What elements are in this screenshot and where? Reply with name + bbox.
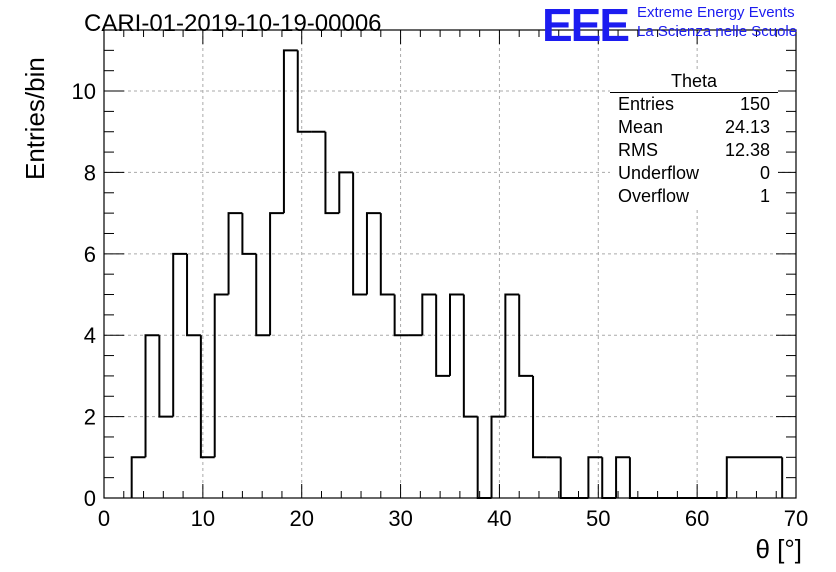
plot-title: CARI-01-2019-10-19-00006 — [84, 10, 382, 37]
x-tick-label: 50 — [586, 506, 610, 531]
histogram-bin — [490, 415, 506, 498]
stats-rows: Entries 150 Mean 24.13 RMS 12.38 Underflow 0 Ove… — [610, 93, 778, 208]
histogram-bin — [365, 212, 381, 295]
histogram-bin — [518, 294, 534, 377]
histogram-bin — [199, 335, 215, 459]
histogram-bin — [532, 375, 547, 459]
histogram-bin — [130, 456, 146, 498]
histogram-bin — [725, 456, 783, 498]
stats-row: Overflow 1 — [610, 185, 778, 208]
histogram-bin — [158, 335, 174, 418]
x-tick-label: 60 — [685, 506, 709, 531]
stats-value: 12.38 — [724, 140, 770, 160]
histogram-bin — [435, 294, 450, 377]
x-tick-label: 10 — [191, 506, 215, 531]
y-tick-label: 4 — [84, 323, 96, 348]
histogram-bin — [186, 253, 201, 337]
histogram-bin — [628, 457, 727, 499]
y-axis-label: Entries/bin — [20, 57, 50, 180]
histogram-bin — [324, 131, 340, 215]
stats-row: Underflow 0 — [610, 162, 778, 185]
histogram-bin — [172, 252, 188, 417]
histogram-bin — [379, 213, 395, 296]
y-tick-label: 8 — [84, 160, 96, 185]
stats-label: RMS — [618, 140, 658, 160]
histogram-bin — [269, 212, 284, 336]
x-tick-label: 0 — [98, 506, 110, 531]
histogram-bin — [144, 334, 160, 458]
x-tick-label: 20 — [289, 506, 313, 531]
stats-value: 150 — [739, 94, 770, 114]
stats-box: Theta Entries 150 Mean 24.13 RMS 12.38 Underfl… — [610, 70, 778, 208]
histogram-bin — [615, 456, 630, 498]
histogram-bin — [255, 253, 271, 337]
stats-row: Mean 24.13 — [610, 116, 778, 139]
stats-label: Overflow — [618, 186, 690, 206]
stats-label: Entries — [618, 94, 675, 114]
histogram-bin — [338, 171, 354, 214]
histogram-bin — [282, 49, 298, 214]
histogram-bin — [227, 212, 243, 295]
histogram-bin — [601, 457, 617, 499]
stats-label: Mean — [618, 117, 664, 137]
stats-label: Underflow — [618, 163, 700, 183]
histogram-bin — [393, 294, 409, 337]
stats-value: 0 — [759, 163, 770, 183]
histogram-bin — [296, 50, 312, 133]
x-axis-label: θ [°] — [755, 534, 802, 564]
histogram-bin — [241, 213, 257, 255]
histogram-bin — [504, 293, 520, 417]
y-tick-label: 0 — [84, 486, 96, 511]
x-tick-label: 40 — [487, 506, 511, 531]
logo-caption: Extreme Energy Events La Scienza nelle S… — [637, 3, 797, 41]
stats-value: 1 — [759, 186, 770, 206]
logo-caption-line2: La Scienza nelle Scuole — [637, 23, 798, 40]
stats-value: 24.13 — [724, 117, 770, 137]
stats-row: RMS 12.38 — [610, 139, 778, 162]
histogram-bin — [587, 456, 603, 498]
stats-row: Entries 150 — [610, 93, 778, 116]
x-tick-label: 70 — [784, 506, 808, 531]
y-tick-label: 2 — [84, 405, 96, 430]
histogram-bin — [462, 294, 478, 418]
histogram-bin — [449, 293, 464, 376]
histogram-bin — [213, 293, 229, 458]
histogram-bin — [421, 293, 437, 336]
stats-box-title: Theta — [610, 70, 778, 93]
y-tick-label: 6 — [84, 242, 96, 267]
y-tick-label: 10 — [72, 79, 96, 104]
plot-frame — [103, 29, 797, 499]
eee-logo: EEE — [542, 0, 630, 51]
x-tick-label: 30 — [388, 506, 412, 531]
histogram-bin — [559, 457, 589, 499]
logo-caption-line1: Extreme Energy Events — [637, 4, 795, 21]
histogram-bin — [352, 172, 367, 296]
histogram-bin — [476, 416, 492, 499]
